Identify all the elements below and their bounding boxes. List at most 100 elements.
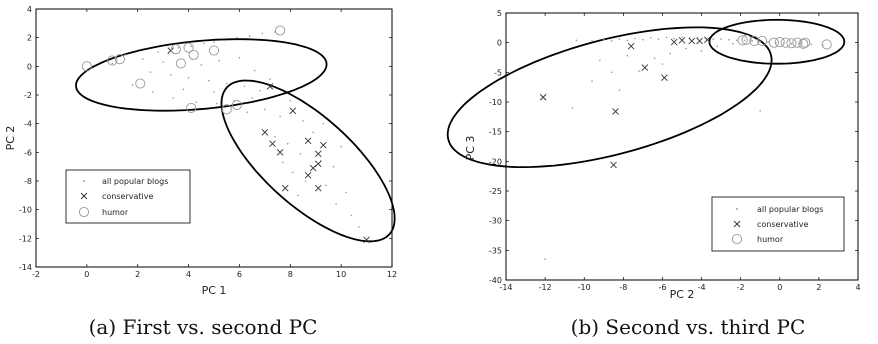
blog-point xyxy=(732,43,734,45)
blog-point xyxy=(251,97,253,99)
conservative-point xyxy=(688,37,696,45)
caption-b: (b) Second vs. third PC xyxy=(571,315,806,339)
y-tick-label: 0 xyxy=(497,39,502,48)
blog-point xyxy=(124,54,126,56)
y-tick-label: -30 xyxy=(489,217,502,226)
blog-point xyxy=(335,203,337,205)
blog-point xyxy=(131,84,134,86)
humor-point xyxy=(786,38,797,49)
caption-a: (a) First vs. second PC xyxy=(89,315,318,339)
humor-point xyxy=(221,104,232,115)
x-stroke xyxy=(281,184,289,192)
x-stroke xyxy=(688,37,696,45)
legend: all popular blogs conservative humor xyxy=(711,196,845,252)
blog-point xyxy=(182,88,185,91)
y-tick-label: -4 xyxy=(24,120,32,129)
legend-dot-marker xyxy=(736,208,738,210)
conservative-point xyxy=(266,83,274,90)
blog-point xyxy=(759,110,762,112)
blog-point xyxy=(618,89,621,91)
x-tick-label: -2 xyxy=(737,283,745,292)
conservative-point xyxy=(641,64,649,71)
y-tick-label: -14 xyxy=(19,263,32,272)
blog-point xyxy=(162,61,164,63)
blog-point xyxy=(649,37,652,39)
legend-label-humor: humor xyxy=(757,235,784,244)
humor-point xyxy=(175,58,186,69)
conservative-point xyxy=(261,128,269,136)
blog-point xyxy=(238,56,241,59)
x-stroke xyxy=(704,36,711,44)
conservative-point xyxy=(320,141,327,149)
blog-point xyxy=(712,38,715,40)
blog-point xyxy=(669,52,672,55)
x-tick-label: -12 xyxy=(539,283,552,292)
cluster-ellipse xyxy=(75,38,328,112)
humor-point xyxy=(798,38,809,49)
data-marks xyxy=(81,25,370,244)
blog-point xyxy=(544,258,546,261)
y-tick-label: -35 xyxy=(489,246,502,255)
blog-point xyxy=(358,226,360,228)
legend-x-marker xyxy=(80,192,88,200)
legend-circle-marker xyxy=(731,233,743,245)
y-tick-label: -15 xyxy=(489,128,502,137)
blog-point xyxy=(759,40,762,43)
blog-point xyxy=(681,36,683,39)
blog-point xyxy=(599,59,601,62)
y-tick-label: -10 xyxy=(489,98,502,107)
conservative-point xyxy=(304,137,312,145)
panel-a: -2 0 2 4 6 8 10 12 -14 -12 -10 -8 -6 -4 -2 0 2 4 PC 1 PC… xyxy=(4,5,397,339)
y-tick-label: 4 xyxy=(27,5,32,14)
blog-point xyxy=(653,57,656,59)
x-stroke xyxy=(612,108,619,115)
legend-box xyxy=(65,169,191,224)
conservative-point xyxy=(304,171,312,179)
x-stroke xyxy=(678,36,686,44)
blog-point xyxy=(325,184,327,187)
x-tick-label: 8 xyxy=(288,270,293,279)
y-tick-label: -20 xyxy=(489,157,502,166)
humor-point xyxy=(114,54,125,65)
blog-point xyxy=(751,40,754,42)
blog-point xyxy=(610,71,613,74)
x-tick-label: 0 xyxy=(777,283,782,292)
blog-point xyxy=(279,115,281,118)
x-stroke xyxy=(314,184,322,192)
conservative-point xyxy=(678,36,686,44)
blog-point xyxy=(575,39,578,42)
blog-point xyxy=(665,36,668,39)
x-stroke xyxy=(304,171,312,179)
humor-point xyxy=(183,42,194,53)
x-tick-label: -10 xyxy=(578,283,591,292)
blog-point xyxy=(286,142,289,145)
blog-point xyxy=(642,38,644,41)
x-stroke xyxy=(309,164,317,172)
conservative-point xyxy=(627,42,635,50)
x-stroke xyxy=(320,141,327,149)
x-stroke xyxy=(696,37,703,45)
humor-point xyxy=(749,35,760,46)
legend-label-conservative: conservative xyxy=(102,192,153,201)
blog-point xyxy=(716,45,718,48)
blog-point xyxy=(743,39,746,42)
blog-point xyxy=(332,165,335,168)
x-stroke xyxy=(289,107,297,115)
blog-point xyxy=(261,32,264,35)
blog-point xyxy=(208,79,210,82)
blog-point xyxy=(340,145,342,148)
blog-point xyxy=(172,97,175,99)
humor-point xyxy=(275,25,286,36)
x-stroke xyxy=(304,137,312,145)
conservative-point xyxy=(314,184,322,192)
x-tick-label: -6 xyxy=(658,283,666,292)
y-tick-label: 5 xyxy=(497,9,502,18)
conservative-point xyxy=(670,38,678,46)
x-stroke xyxy=(269,140,276,148)
blog-point xyxy=(345,191,348,194)
humor-point xyxy=(768,37,779,48)
legend-label-all-popular-blogs: all popular blogs xyxy=(102,177,168,186)
y-tick-label: -6 xyxy=(24,148,32,157)
blog-point xyxy=(810,43,812,46)
humor-point xyxy=(186,102,197,113)
